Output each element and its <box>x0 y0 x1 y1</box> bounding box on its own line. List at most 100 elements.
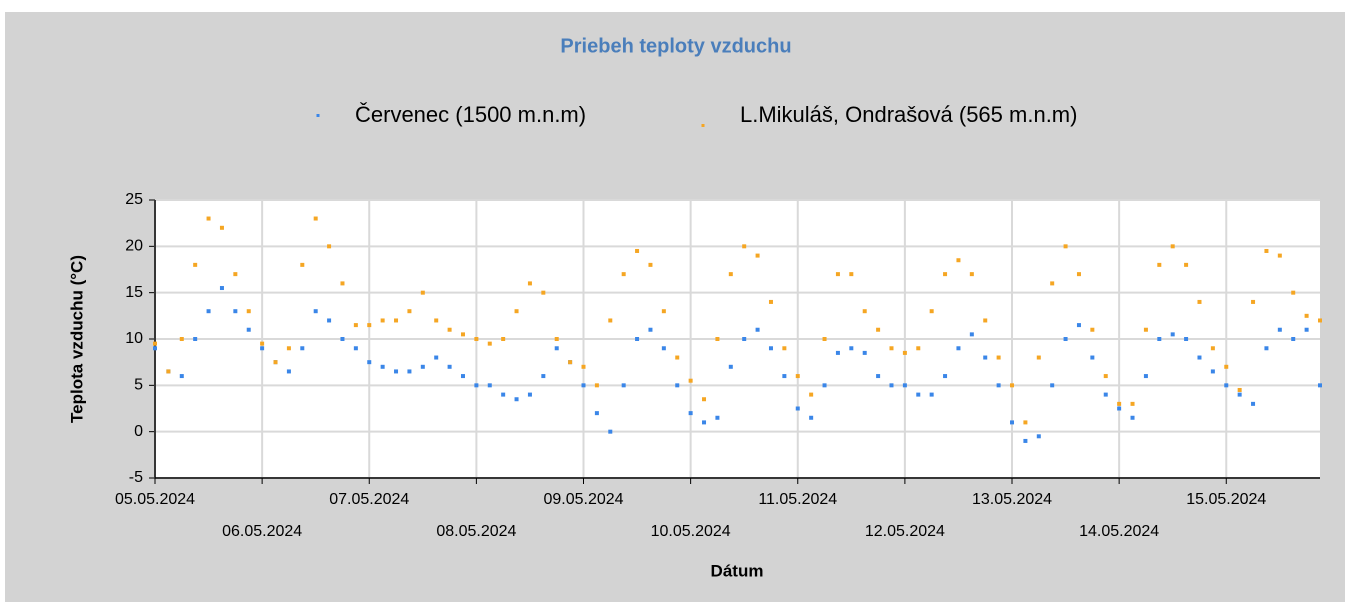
point <box>956 258 961 263</box>
point <box>581 364 586 369</box>
point <box>1170 244 1175 249</box>
point <box>541 290 546 295</box>
point <box>179 337 184 341</box>
x-tick-label: 13.05.2024 <box>972 491 1052 508</box>
x-tick-label: 08.05.2024 <box>436 523 516 540</box>
point <box>380 364 385 369</box>
point <box>835 272 840 277</box>
point <box>233 272 238 277</box>
point <box>1117 406 1122 411</box>
point <box>943 272 948 277</box>
point <box>166 369 171 374</box>
point <box>487 383 492 388</box>
point <box>1010 420 1015 425</box>
point <box>902 383 907 388</box>
point <box>1251 299 1256 304</box>
point <box>1197 299 1202 304</box>
point <box>983 355 988 360</box>
point <box>1318 383 1322 388</box>
point <box>447 327 452 332</box>
point <box>179 374 184 379</box>
point <box>286 346 291 351</box>
point <box>715 415 720 420</box>
point <box>353 346 358 351</box>
point <box>1304 327 1309 332</box>
y-tick-label: 20 <box>125 238 143 255</box>
point <box>768 299 773 304</box>
point <box>340 337 345 341</box>
point <box>702 420 707 425</box>
point <box>1036 434 1041 439</box>
point <box>1157 262 1162 267</box>
point <box>1224 383 1229 388</box>
point <box>1277 327 1282 332</box>
point <box>835 350 840 355</box>
point <box>862 350 867 355</box>
legend-label: Červenec (1500 m.n.m) <box>355 102 587 127</box>
x-tick-label: 05.05.2024 <box>115 491 195 508</box>
point <box>394 318 399 323</box>
point <box>1197 355 1202 360</box>
point <box>1210 346 1215 351</box>
point <box>1036 355 1041 360</box>
point <box>1184 337 1189 341</box>
point <box>206 216 211 221</box>
point <box>1157 337 1162 341</box>
point <box>246 309 251 314</box>
point <box>206 309 211 314</box>
point <box>1264 346 1269 351</box>
point <box>487 341 492 346</box>
point <box>260 346 265 351</box>
point <box>193 337 198 341</box>
point <box>153 341 157 346</box>
x-tick-label: 12.05.2024 <box>865 523 945 540</box>
point <box>1130 415 1135 420</box>
point <box>554 346 559 351</box>
point <box>193 262 198 267</box>
point <box>300 346 305 351</box>
y-tick-label: 5 <box>134 377 143 394</box>
point <box>889 383 894 388</box>
x-tick-label: 06.05.2024 <box>222 523 302 540</box>
point <box>407 369 412 374</box>
point <box>849 346 854 351</box>
point <box>688 411 693 416</box>
point <box>876 374 881 379</box>
point <box>1117 401 1122 406</box>
point <box>340 281 345 286</box>
y-tick-label: 0 <box>134 423 143 440</box>
point <box>661 309 666 314</box>
point <box>728 272 733 277</box>
point <box>929 392 934 397</box>
point <box>434 318 439 323</box>
point <box>273 360 278 365</box>
point <box>1063 244 1068 249</box>
point <box>795 374 800 379</box>
point <box>862 309 867 314</box>
point <box>474 337 479 341</box>
point <box>594 383 599 388</box>
point <box>809 392 814 397</box>
point <box>635 248 640 253</box>
point <box>514 397 519 402</box>
point <box>675 383 680 388</box>
point <box>822 337 827 341</box>
point <box>688 378 693 383</box>
point <box>969 272 974 277</box>
point <box>782 346 787 351</box>
point <box>648 262 653 267</box>
point <box>1023 420 1028 425</box>
point <box>447 364 452 369</box>
point <box>367 360 372 365</box>
point <box>608 429 613 434</box>
y-tick-label: -5 <box>129 469 143 486</box>
point <box>568 360 573 365</box>
point <box>983 318 988 323</box>
point <box>367 323 372 328</box>
point <box>313 309 318 314</box>
point <box>728 364 733 369</box>
point <box>996 355 1001 360</box>
point <box>460 332 465 337</box>
point <box>300 262 305 267</box>
